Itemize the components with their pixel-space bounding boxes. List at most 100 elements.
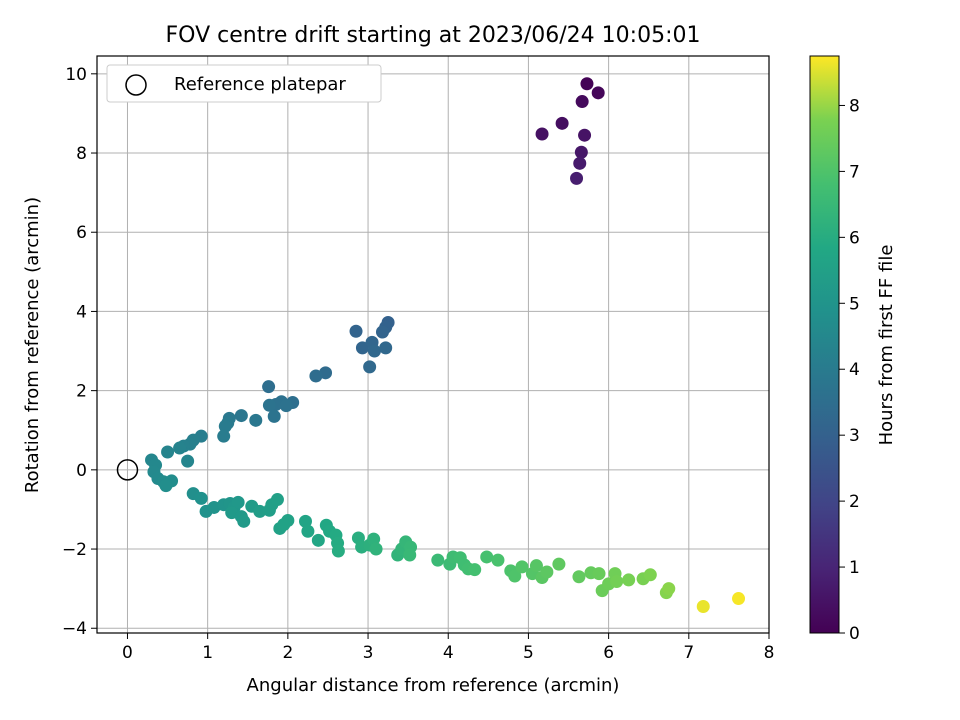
data-point <box>515 560 529 574</box>
x-tick-label: 8 <box>764 643 775 663</box>
data-point <box>580 77 594 91</box>
data-point <box>575 95 589 109</box>
colorbar-tick-label: 2 <box>849 492 860 512</box>
colorbar-tick-label: 4 <box>849 360 860 380</box>
data-point <box>270 493 284 507</box>
data-point <box>231 495 245 509</box>
data-points <box>116 77 746 613</box>
legend: Reference platepar <box>106 64 382 103</box>
y-tick-label: 8 <box>76 144 87 164</box>
x-tick-label: 2 <box>282 643 293 663</box>
data-point <box>574 145 588 159</box>
data-point <box>281 514 295 528</box>
colorbar-label: Hours from first FF file <box>876 245 897 446</box>
data-point <box>217 429 231 443</box>
colorbar: 0 1 2 3 4 5 6 7 8 Hours from first FF file <box>809 55 897 644</box>
data-point <box>573 156 587 170</box>
data-point <box>355 341 369 355</box>
legend-label-reference: Reference platepar <box>174 74 346 95</box>
data-point <box>218 419 232 433</box>
data-point <box>610 575 624 589</box>
axis-ticks: 0 1 2 3 4 5 6 7 8 −4 −2 0 2 4 6 8 10 <box>62 65 774 663</box>
data-point <box>468 563 482 577</box>
data-point <box>301 524 315 538</box>
data-point <box>696 599 710 613</box>
colorbar-tick-label: 6 <box>849 228 860 248</box>
data-point <box>159 479 173 493</box>
data-point <box>403 548 417 562</box>
data-point <box>173 441 187 455</box>
x-tick-label: 1 <box>202 643 213 663</box>
data-point <box>367 532 381 546</box>
data-point <box>267 409 281 423</box>
data-point <box>262 380 276 394</box>
data-point <box>181 454 195 468</box>
y-tick-label: −2 <box>62 540 87 560</box>
x-tick-label: 6 <box>603 643 614 663</box>
legend-marker-reference <box>125 74 147 96</box>
plot-frame <box>96 55 770 634</box>
data-point <box>431 553 445 567</box>
colorbar-tick-label: 5 <box>849 294 860 314</box>
y-tick-label: −4 <box>62 619 87 639</box>
data-point <box>578 128 592 142</box>
data-point <box>508 569 522 583</box>
data-point <box>298 514 312 528</box>
colorbar-tick-label: 8 <box>849 96 860 116</box>
data-point <box>379 341 393 355</box>
colorbar-tick-label: 1 <box>849 558 860 578</box>
x-tick-label: 5 <box>523 643 534 663</box>
data-point <box>643 568 657 582</box>
y-tick-label: 0 <box>76 461 87 481</box>
data-point <box>249 413 263 427</box>
colorbar-tick-label: 3 <box>849 426 860 446</box>
data-point <box>535 127 549 141</box>
data-point <box>253 504 267 518</box>
colorbar-tick-label: 7 <box>849 162 860 182</box>
y-tick-label: 6 <box>76 223 87 243</box>
data-point <box>363 360 377 374</box>
data-point <box>237 514 251 528</box>
data-point <box>555 116 569 130</box>
data-point <box>194 491 208 505</box>
x-tick-label: 3 <box>363 643 374 663</box>
data-point <box>491 553 505 567</box>
data-point <box>592 567 606 581</box>
x-tick-label: 4 <box>443 643 454 663</box>
data-point <box>375 325 389 339</box>
colorbar-ticks: 0 1 2 3 4 5 6 7 8 <box>839 96 860 644</box>
data-point <box>349 324 363 338</box>
data-point <box>234 409 248 423</box>
data-point <box>311 533 325 547</box>
colorbar-gradient <box>809 55 840 634</box>
y-tick-label: 2 <box>76 382 87 402</box>
data-point <box>367 344 381 358</box>
data-point <box>662 582 676 596</box>
legend-box <box>106 64 382 103</box>
data-point <box>529 559 543 573</box>
data-point <box>732 592 746 606</box>
data-point <box>331 544 345 558</box>
data-point <box>570 171 584 185</box>
grid <box>97 56 770 633</box>
x-tick-label: 0 <box>122 643 133 663</box>
data-point <box>552 557 566 571</box>
data-point <box>572 570 586 584</box>
x-axis-label: Angular distance from reference (arcmin) <box>247 675 620 696</box>
colorbar-tick-label: 0 <box>849 624 860 644</box>
y-axis-label: Rotation from reference (arcmin) <box>22 197 43 493</box>
data-point <box>540 565 554 579</box>
data-point <box>279 399 293 413</box>
data-point <box>480 550 494 564</box>
y-tick-label: 10 <box>65 65 87 85</box>
y-tick-label: 4 <box>76 302 87 322</box>
data-point <box>622 573 636 587</box>
x-tick-label: 7 <box>683 643 694 663</box>
data-point <box>369 542 383 556</box>
chart-title: FOV centre drift starting at 2023/06/24 … <box>166 23 701 48</box>
data-point <box>262 398 276 412</box>
data-point <box>161 445 175 459</box>
reference-platepar-marker <box>116 459 139 481</box>
data-point <box>591 86 605 100</box>
